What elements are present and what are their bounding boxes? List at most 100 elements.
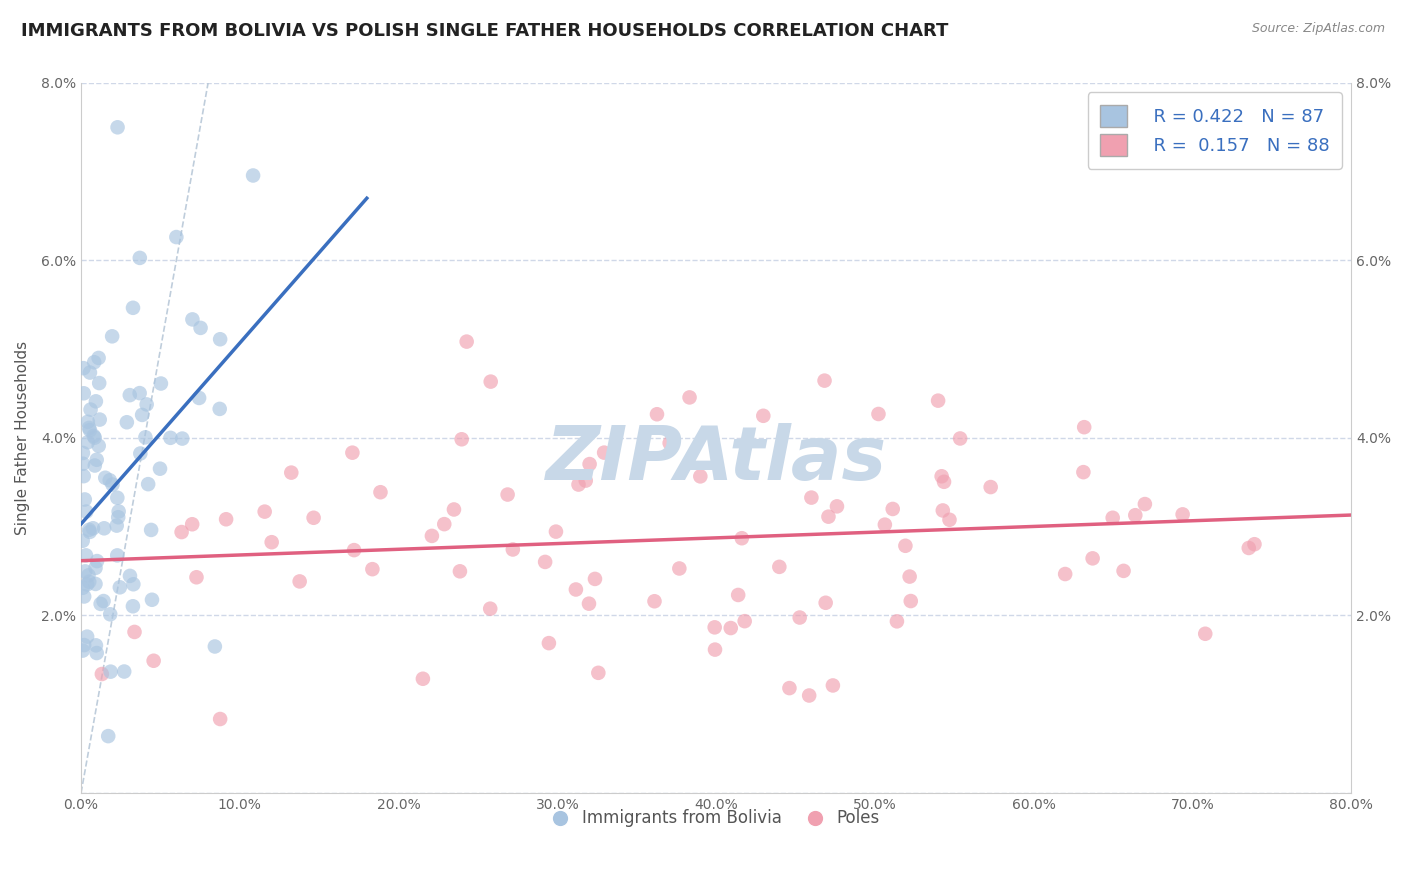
Point (644, 594, 666, 608)
Point (83, 355, 105, 369)
Point (215, 512, 238, 526)
Point (79, 366, 101, 380)
Point (84, 638, 107, 652)
Point (900, 594, 922, 608)
Point (578, 457, 600, 471)
Point (94, 471, 117, 485)
Y-axis label: Single Father Households: Single Father Households (15, 341, 30, 535)
Point (882, 502, 904, 516)
Point (1073, 465, 1095, 479)
Point (873, 517, 896, 532)
Point (588, 665, 610, 680)
Point (678, 391, 700, 405)
Point (141, 592, 163, 607)
Point (813, 374, 835, 388)
Point (938, 513, 960, 527)
Point (209, 712, 232, 726)
Point (89, 376, 111, 390)
Point (115, 415, 138, 429)
Point (136, 477, 159, 491)
Point (420, 529, 443, 543)
Point (86, 452, 108, 467)
Point (1243, 537, 1265, 551)
Point (689, 469, 711, 483)
Point (799, 689, 821, 703)
Point (76, 435, 98, 450)
Legend: Immigrants from Bolivia, Poles: Immigrants from Bolivia, Poles (546, 803, 887, 834)
Point (72, 446, 94, 460)
Text: Source: ZipAtlas.com: Source: ZipAtlas.com (1251, 22, 1385, 36)
Point (204, 640, 226, 654)
Point (361, 562, 384, 576)
Point (449, 564, 471, 578)
Point (72, 643, 94, 657)
Point (1081, 551, 1104, 566)
Point (825, 500, 848, 514)
Point (704, 642, 727, 657)
Point (800, 491, 823, 505)
Point (583, 572, 606, 586)
Point (107, 120, 129, 135)
Point (450, 432, 472, 446)
Point (927, 393, 949, 408)
Point (188, 391, 211, 405)
Point (170, 524, 193, 539)
Point (565, 582, 588, 597)
Point (118, 388, 141, 402)
Point (658, 436, 681, 450)
Point (727, 588, 749, 602)
Point (77, 568, 100, 582)
Point (128, 386, 150, 401)
Point (83, 429, 105, 443)
Point (118, 569, 141, 583)
Point (534, 555, 557, 569)
Point (1194, 626, 1216, 640)
Point (73, 386, 96, 401)
Point (734, 614, 756, 628)
Point (949, 432, 972, 446)
Point (90, 597, 112, 611)
Point (79, 423, 101, 437)
Point (1237, 541, 1260, 555)
Point (544, 524, 567, 539)
Point (821, 678, 844, 692)
Point (479, 601, 502, 615)
Point (75, 505, 97, 519)
Point (77, 574, 100, 589)
Point (75, 549, 97, 563)
Point (242, 169, 264, 183)
Point (1133, 497, 1156, 511)
Point (108, 580, 131, 594)
Point (1171, 508, 1194, 522)
Point (82, 521, 104, 535)
Point (1073, 420, 1095, 434)
Point (479, 375, 502, 389)
Point (83, 431, 105, 445)
Point (209, 332, 232, 346)
Point (668, 561, 690, 575)
Point (76, 415, 98, 429)
Point (73, 638, 96, 652)
Point (112, 665, 135, 679)
Point (101, 477, 124, 491)
Point (84, 394, 107, 409)
Point (778, 681, 800, 695)
Point (342, 445, 364, 459)
Point (101, 329, 124, 343)
Point (107, 504, 129, 518)
Point (253, 505, 276, 519)
Point (105, 518, 128, 533)
Point (302, 510, 325, 524)
Point (181, 312, 204, 326)
Point (1054, 567, 1077, 582)
Point (100, 665, 122, 679)
Point (79, 402, 101, 417)
Point (129, 446, 152, 460)
Point (575, 474, 598, 488)
Point (122, 577, 145, 591)
Point (93, 521, 115, 535)
Point (433, 517, 456, 532)
Point (135, 397, 157, 411)
Point (76, 577, 98, 591)
Point (886, 615, 908, 629)
